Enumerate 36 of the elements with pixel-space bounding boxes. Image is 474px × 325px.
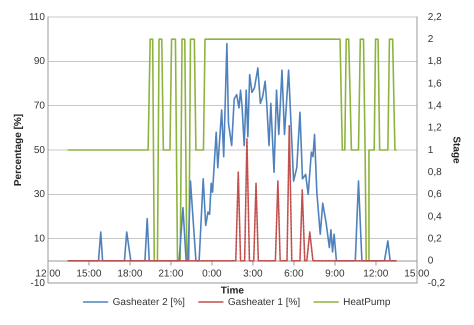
x-tick-label: 6:00: [284, 268, 304, 280]
y-tick-label: 90: [34, 56, 46, 68]
y2-tick-label: 0,2: [428, 233, 442, 244]
legend-label: HeatPump: [343, 296, 391, 308]
y2-tick-label: 0,6: [428, 189, 442, 200]
x-tick-label: 0:00: [202, 268, 222, 280]
y-tick-label: 30: [34, 189, 46, 200]
y2-tick-label: 1,4: [428, 100, 442, 112]
x-tick-label: 18:00: [117, 268, 143, 280]
y-tick-label: -10: [30, 278, 46, 289]
x-tick-label: 12:00: [363, 268, 389, 280]
legend-label: Gasheater 2 [%]: [112, 296, 186, 308]
x-tick-label: 15:00: [76, 268, 102, 280]
y2-tick-label: 0: [428, 256, 434, 267]
y-tick-label: 10: [34, 233, 46, 244]
y2-tick-label: 2: [428, 34, 434, 45]
x-tick-label: 21:00: [158, 268, 184, 280]
y2-axis-title: Stage: [450, 136, 462, 164]
y2-tick-label: 0,8: [428, 166, 442, 178]
x-tick-label: 15:00: [404, 268, 430, 280]
legend-label: Gasheater 1 [%]: [228, 296, 300, 308]
y2-tick-label: 1: [428, 144, 434, 156]
y-tick-label: 70: [34, 100, 46, 112]
y2-tick-label: 2,2: [428, 12, 442, 23]
x-tick-label: 12:00: [35, 268, 61, 280]
x-tick-label: 9:00: [325, 268, 345, 280]
y-axis-title: Percentage [%]: [12, 114, 24, 186]
y2-tick-label: 1,6: [428, 78, 442, 90]
y2-tick-label: 1,8: [428, 56, 442, 68]
y-tick-label: 50: [34, 144, 46, 156]
y2-tick-label: 0,4: [428, 211, 442, 222]
y2-tick-label: -0,2: [428, 278, 446, 289]
x-tick-label: 3:00: [243, 268, 264, 280]
y2-tick-label: 1,2: [428, 122, 442, 134]
y-tick-label: 110: [28, 12, 46, 23]
x-axis-title: Time: [220, 286, 244, 297]
